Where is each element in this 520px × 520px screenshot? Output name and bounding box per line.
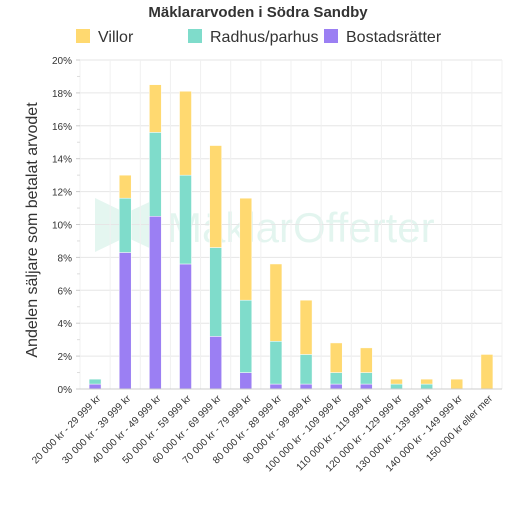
watermark-text: MäklarOfferter: [167, 204, 435, 251]
bar-segment: [390, 378, 403, 385]
bar-segment: [360, 383, 373, 390]
legend-swatch: [324, 29, 338, 43]
bar-segment: [299, 354, 313, 385]
bar-segment: [179, 174, 192, 265]
bar-segment: [269, 263, 283, 342]
y-axis-label: Andelen säljare som betalat arvodet: [24, 102, 41, 358]
bar-segment: [209, 247, 222, 337]
bar-segment: [149, 84, 162, 133]
bar-segment: [329, 342, 343, 373]
bar-segment: [420, 378, 433, 385]
bar-segment: [269, 383, 283, 390]
bar-segment: [149, 132, 162, 217]
y-tick-label: 16%: [52, 122, 72, 133]
y-tick-label: 0%: [58, 385, 73, 396]
y-tick-label: 8%: [58, 253, 73, 264]
bar-segment: [88, 378, 102, 385]
bar-segment: [239, 197, 253, 301]
bar-segment: [239, 299, 253, 373]
legend-swatch: [76, 29, 90, 43]
bar-segment: [209, 336, 222, 390]
bar-segment: [118, 252, 132, 390]
bar-segment: [88, 383, 102, 390]
y-tick-label: 10%: [52, 221, 72, 232]
legend-label[interactable]: Radhus/parhus: [210, 29, 319, 46]
bar-segment: [179, 91, 192, 176]
bar-segment: [209, 145, 222, 248]
y-tick-label: 14%: [52, 155, 72, 166]
bar-segment: [239, 372, 253, 390]
y-tick-label: 2%: [58, 352, 73, 363]
bars: [88, 84, 494, 390]
bar-segment: [179, 263, 192, 390]
bar-segment: [360, 347, 373, 373]
y-tick-label: 4%: [58, 319, 73, 330]
bar-segment: [360, 372, 373, 385]
bar-segment: [329, 383, 343, 390]
y-axis-ticks: 0% 2% 4% 6% 8% 10% 12% 14% 16% 18% 20%: [52, 56, 80, 396]
y-tick-label: 12%: [52, 188, 72, 199]
y-tick-label: 20%: [52, 56, 72, 67]
bar-segment: [149, 216, 162, 390]
legend: Villor Radhus/parhus Bostadsrätter: [76, 29, 442, 46]
grid: [79, 59, 503, 390]
bar-segment: [299, 299, 313, 355]
chart-title: Mäklararvoden i Södra Sandby: [148, 4, 368, 21]
legend-swatch: [188, 29, 202, 43]
bar-segment: [450, 378, 464, 390]
bar-segment: [118, 197, 132, 253]
legend-label[interactable]: Bostadsrätter: [346, 29, 442, 46]
bar-segment: [420, 383, 433, 390]
y-tick-label: 18%: [52, 89, 72, 100]
bar-segment: [329, 372, 343, 385]
y-tick-label: 6%: [58, 286, 73, 297]
bar-segment: [480, 354, 494, 390]
bar-segment: [299, 383, 313, 390]
bar-segment: [269, 341, 283, 385]
legend-label[interactable]: Villor: [98, 29, 134, 46]
bar-segment: [390, 383, 403, 390]
bar-segment: [118, 174, 132, 199]
